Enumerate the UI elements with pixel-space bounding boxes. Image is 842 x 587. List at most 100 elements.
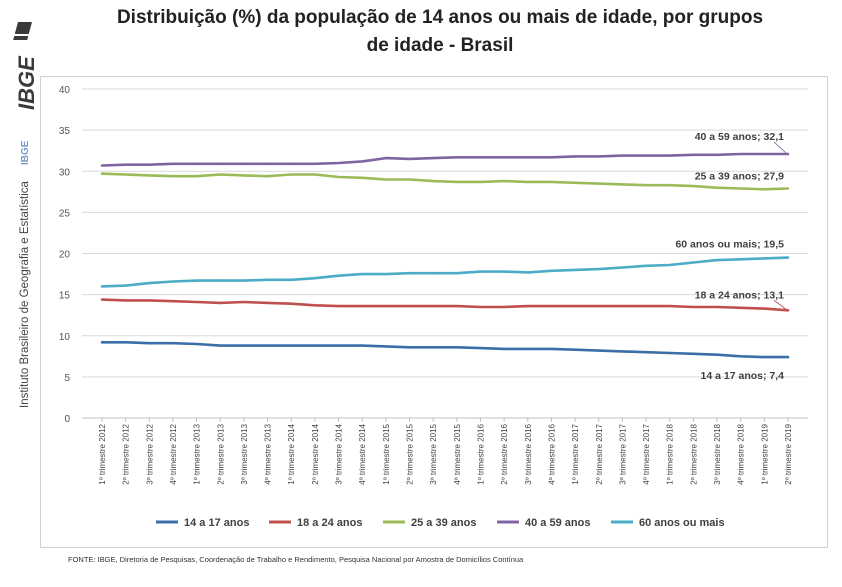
- data-point: [479, 270, 481, 272]
- data-point: [763, 307, 765, 309]
- data-point: [621, 266, 623, 268]
- data-point: [787, 309, 789, 311]
- data-point: [172, 342, 174, 344]
- x-tick-label: 2º trimestre 2016: [500, 423, 509, 484]
- end-data-label: 18 a 24 anos; 13,1: [695, 289, 784, 301]
- data-point: [479, 347, 481, 349]
- data-point: [645, 265, 647, 267]
- data-point: [195, 175, 197, 177]
- data-point: [503, 306, 505, 308]
- data-point: [408, 272, 410, 274]
- data-point: [503, 180, 505, 182]
- y-tick-label: 30: [59, 167, 71, 178]
- data-point: [219, 302, 221, 304]
- end-data-label: 14 a 17 anos; 7,4: [701, 370, 785, 382]
- data-point: [739, 355, 741, 357]
- data-point: [527, 181, 529, 183]
- data-point: [669, 305, 671, 307]
- data-point: [385, 305, 387, 307]
- chart-title: Distribuição (%) da população de 14 anos…: [70, 4, 810, 60]
- data-point: [479, 306, 481, 308]
- data-point: [787, 356, 789, 358]
- data-point: [598, 182, 600, 184]
- legend-label: 60 anos ou mais: [639, 517, 725, 529]
- chart-area: 0 5 10 15 20 25 30 35 40 1º trimestre 2012 2º trim…: [40, 76, 828, 548]
- y-tick-label: 0: [64, 414, 70, 425]
- data-point: [716, 353, 718, 355]
- data-point: [290, 279, 292, 281]
- data-point: [763, 153, 765, 155]
- x-tick-label: 2º trimestre 2013: [216, 423, 225, 484]
- data-point: [101, 173, 103, 175]
- x-tick-label: 4º trimestre 2014: [358, 423, 367, 484]
- legend-label: 40 a 59 anos: [525, 517, 590, 529]
- data-point: [716, 187, 718, 189]
- ibge-logo: IBGE: [13, 22, 39, 110]
- data-point: [101, 341, 103, 343]
- data-point: [787, 187, 789, 189]
- logo-text: IBGE: [14, 55, 39, 110]
- data-point: [290, 173, 292, 175]
- data-point: [172, 175, 174, 177]
- x-tick-label: 4º trimestre 2016: [547, 423, 556, 484]
- x-tick-label: 2º trimestre 2012: [122, 423, 131, 484]
- data-point: [550, 156, 552, 158]
- data-point: [574, 269, 576, 271]
- data-point: [195, 279, 197, 281]
- data-point: [148, 282, 150, 284]
- y-tick-label: 20: [59, 250, 71, 261]
- x-tick-label: 4º trimestre 2013: [264, 423, 273, 484]
- data-point: [385, 157, 387, 159]
- data-point: [172, 280, 174, 282]
- end-data-label: 25 a 39 anos; 27,9: [695, 171, 784, 183]
- data-point: [503, 156, 505, 158]
- data-point: [645, 351, 647, 353]
- data-point: [456, 305, 458, 307]
- y-tick-label: 5: [64, 373, 70, 384]
- x-tick-label: 2º trimestre 2014: [311, 423, 320, 484]
- data-point: [574, 155, 576, 157]
- data-point: [527, 305, 529, 307]
- data-point: [195, 301, 197, 303]
- data-point: [598, 268, 600, 270]
- data-point: [101, 164, 103, 166]
- data-point: [550, 270, 552, 272]
- x-tick-label: 2º trimestre 2015: [406, 423, 415, 484]
- data-point: [716, 259, 718, 261]
- y-tick-label: 25: [59, 208, 71, 219]
- data-point: [337, 344, 339, 346]
- series-line-3: [100, 152, 790, 167]
- data-point: [266, 163, 268, 165]
- data-point: [337, 176, 339, 178]
- data-point: [692, 306, 694, 308]
- data-point: [669, 154, 671, 156]
- data-point: [408, 305, 410, 307]
- line-chart: 0 5 10 15 20 25 30 35 40 1º trimestre 2012 2º trim…: [59, 85, 808, 529]
- x-tick-label: 2º trimestre 2018: [689, 423, 698, 484]
- data-point: [550, 348, 552, 350]
- data-point: [645, 305, 647, 307]
- data-point: [503, 270, 505, 272]
- data-point: [432, 180, 434, 182]
- data-point: [124, 341, 126, 343]
- x-tick-label: 1º trimestre 2018: [666, 423, 675, 484]
- data-point: [692, 154, 694, 156]
- data-point: [479, 156, 481, 158]
- data-point: [645, 154, 647, 156]
- data-point: [219, 279, 221, 281]
- data-point: [314, 163, 316, 165]
- data-point: [124, 284, 126, 286]
- data-point: [621, 154, 623, 156]
- data-point: [243, 301, 245, 303]
- x-tick-label: 3º trimestre 2016: [524, 423, 533, 484]
- data-point: [266, 175, 268, 177]
- data-point: [266, 302, 268, 304]
- x-tick-label: 1º trimestre 2015: [382, 423, 391, 484]
- data-point: [598, 305, 600, 307]
- data-point: [550, 181, 552, 183]
- data-point: [456, 156, 458, 158]
- data-point: [550, 305, 552, 307]
- data-point: [385, 345, 387, 347]
- y-tick-label: 40: [59, 85, 71, 96]
- data-point: [574, 349, 576, 351]
